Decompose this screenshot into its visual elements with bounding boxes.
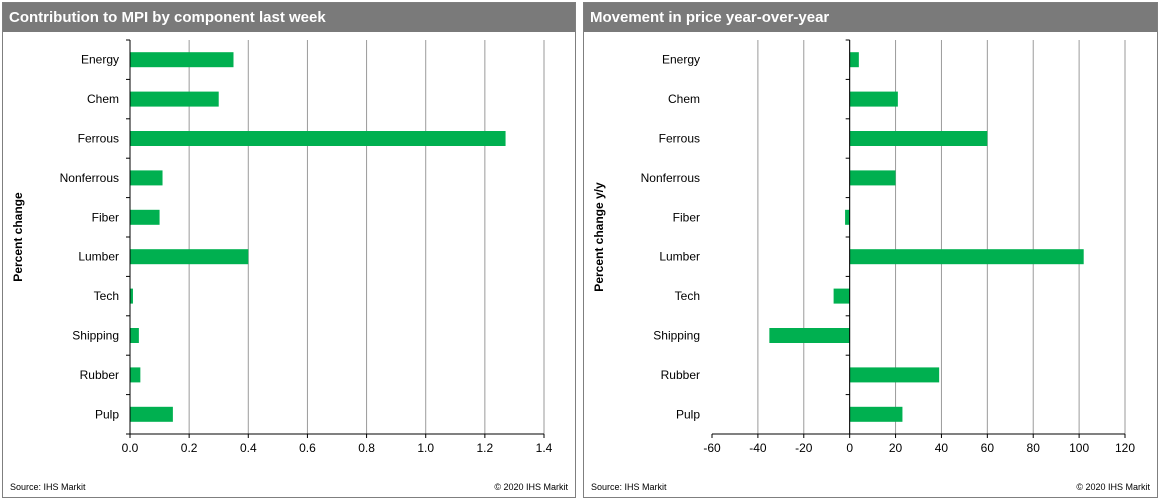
- x-tick-label: 20: [889, 441, 903, 455]
- left-chart-title: Contribution to MPI by component last we…: [3, 3, 575, 32]
- x-tick-label: -60: [703, 441, 721, 455]
- category-label: Lumber: [659, 250, 700, 264]
- bar-shipping: [769, 328, 850, 343]
- x-tick-label: -40: [749, 441, 767, 455]
- left-chart-plot: 0.0 0.2 0.4 0.6 0.8 1.0 1.2 1.4 Energy Chem Ferrou…: [11, 39, 553, 455]
- category-label: Ferrous: [78, 132, 119, 146]
- x-tick-label: 60: [981, 441, 995, 455]
- category-label: Shipping: [72, 329, 119, 343]
- category-label: Fiber: [673, 210, 700, 224]
- x-tick-label: 1.4: [536, 441, 553, 455]
- category-label: Energy: [662, 53, 700, 67]
- category-label: Fiber: [92, 210, 119, 224]
- x-tick-label: 0: [846, 441, 853, 455]
- x-tick-label: 0.8: [358, 441, 375, 455]
- category-label: Chem: [668, 92, 700, 106]
- bar-rubber: [849, 367, 940, 383]
- right-source-note: Source: IHS Markit: [591, 482, 667, 492]
- right-chart-panel: Movement in price year-over-year -60 -40-…: [583, 2, 1158, 498]
- category-label: Nonferrous: [60, 171, 119, 185]
- category-label: Pulp: [95, 407, 119, 421]
- bar-fiber: [130, 209, 160, 225]
- x-tick-label: 0.2: [181, 441, 198, 455]
- category-label: Tech: [675, 289, 700, 303]
- category-label: Nonferrous: [641, 171, 700, 185]
- category-label: Tech: [94, 289, 119, 303]
- right-chart-plot: -60 -40 -20 0 20 40 60 80 100 120 Energy Chem Ferrou…: [592, 39, 1135, 455]
- bar-tech: [130, 288, 133, 304]
- bar-ferrous: [849, 131, 988, 146]
- bar-lumber: [849, 249, 1084, 265]
- x-tick-label: 80: [1027, 441, 1041, 455]
- x-tick-label: 1.0: [417, 441, 434, 455]
- left-source-note: Source: IHS Markit: [10, 482, 86, 492]
- bar-pulp: [849, 406, 903, 422]
- left-copyright-note: © 2020 IHS Markit: [494, 482, 568, 492]
- bar-energy: [130, 52, 234, 68]
- y-axis-label: Percent change y/y: [592, 182, 606, 292]
- bar-chem: [130, 91, 219, 107]
- bar-energy: [849, 52, 859, 68]
- x-tick-label: -20: [795, 441, 813, 455]
- category-label: Energy: [81, 53, 119, 67]
- right-copyright-note: © 2020 IHS Markit: [1076, 482, 1150, 492]
- bar-pulp: [130, 406, 173, 422]
- category-label: Chem: [87, 92, 119, 106]
- x-tick-label: 120: [1115, 441, 1135, 455]
- x-tick-label: 0.0: [122, 441, 139, 455]
- bar-shipping: [130, 328, 139, 343]
- category-label: Pulp: [676, 407, 700, 421]
- category-label: Ferrous: [659, 132, 700, 146]
- category-label: Rubber: [661, 368, 700, 382]
- category-label: Rubber: [80, 368, 119, 382]
- category-label: Lumber: [78, 250, 119, 264]
- x-tick-label: 40: [935, 441, 949, 455]
- x-tick-label: 0.4: [240, 441, 257, 455]
- x-tick-label: 1.2: [477, 441, 494, 455]
- bar-rubber: [130, 367, 141, 383]
- bar-fiber: [845, 209, 850, 225]
- right-chart-title: Movement in price year-over-year: [584, 3, 1157, 32]
- y-axis-label: Percent change: [11, 192, 25, 282]
- bar-ferrous: [130, 131, 506, 146]
- x-tick-label: 100: [1069, 441, 1089, 455]
- bar-lumber: [130, 249, 249, 265]
- x-tick-label: 0.6: [299, 441, 316, 455]
- bar-nonferrous: [130, 170, 163, 186]
- bar-tech: [833, 288, 850, 304]
- bar-nonferrous: [849, 170, 896, 186]
- left-chart-panel: Contribution to MPI by component last we…: [2, 2, 576, 498]
- bar-chem: [849, 91, 898, 107]
- category-label: Shipping: [653, 329, 700, 343]
